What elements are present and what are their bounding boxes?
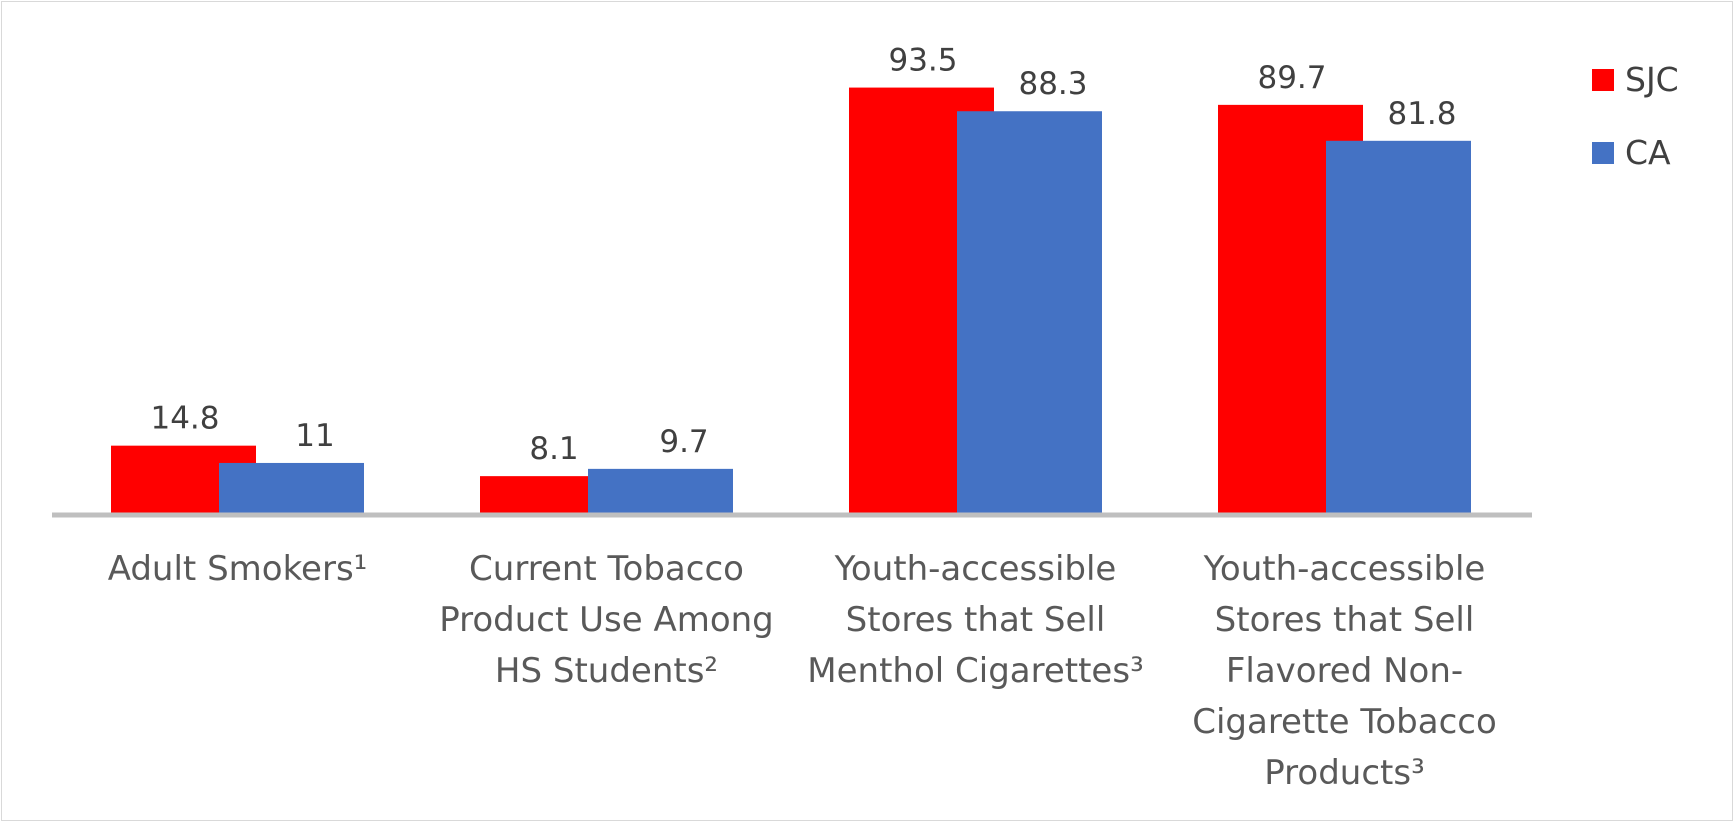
category-labels-layer: Adult Smokers¹ Current Tobacco Product Use… [108,549,1497,793]
category-label-1-line-0: Current Tobacco [469,549,744,589]
value-label-ca-1: 9.7 [659,424,708,460]
category-label-3-line-0: Youth-accessible [1203,549,1486,589]
legend-label-ca: CA [1625,133,1671,172]
category-label-2-line-0: Youth-accessible [834,549,1117,589]
value-label-ca-2: 88.3 [1018,66,1087,102]
value-label-sjc-0: 14.8 [150,401,219,437]
legend-label-sjc: SJC [1625,60,1679,99]
legend-swatch-sjc [1592,69,1614,91]
value-label-ca-0: 11 [295,418,334,454]
category-label-3-line-1: Stores that Sell [1215,600,1475,640]
legend-swatch-ca [1592,142,1614,164]
category-label-2-line-1: Stores that Sell [846,600,1106,640]
bar-ca-2 [957,111,1102,514]
bar-ca-1 [588,468,733,513]
category-label-2-line-2: Menthol Cigarettes³ [807,651,1143,691]
category-label-3-line-4: Products³ [1264,753,1424,793]
category-label-0-line-0: Adult Smokers¹ [108,549,368,589]
bar-ca-3 [1326,140,1471,513]
category-label-3-line-2: Flavored Non- [1226,651,1463,691]
bar-ca-0 [219,462,364,513]
value-label-sjc-1: 8.1 [529,431,578,467]
category-label-1-line-2: HS Students² [495,651,718,691]
legend: SJC CA [1592,60,1679,172]
bars-layer [111,87,1471,514]
category-label-3-line-3: Cigarette Tobacco [1192,702,1497,742]
value-label-sjc-3: 89.7 [1257,60,1326,96]
category-label-1-line-1: Product Use Among [439,600,774,640]
value-label-sjc-2: 93.5 [888,43,957,79]
value-label-ca-3: 81.8 [1387,96,1456,132]
value-labels-layer: 14.8 11 8.1 9.7 93.5 88.3 89.7 81.8 [150,43,1456,468]
